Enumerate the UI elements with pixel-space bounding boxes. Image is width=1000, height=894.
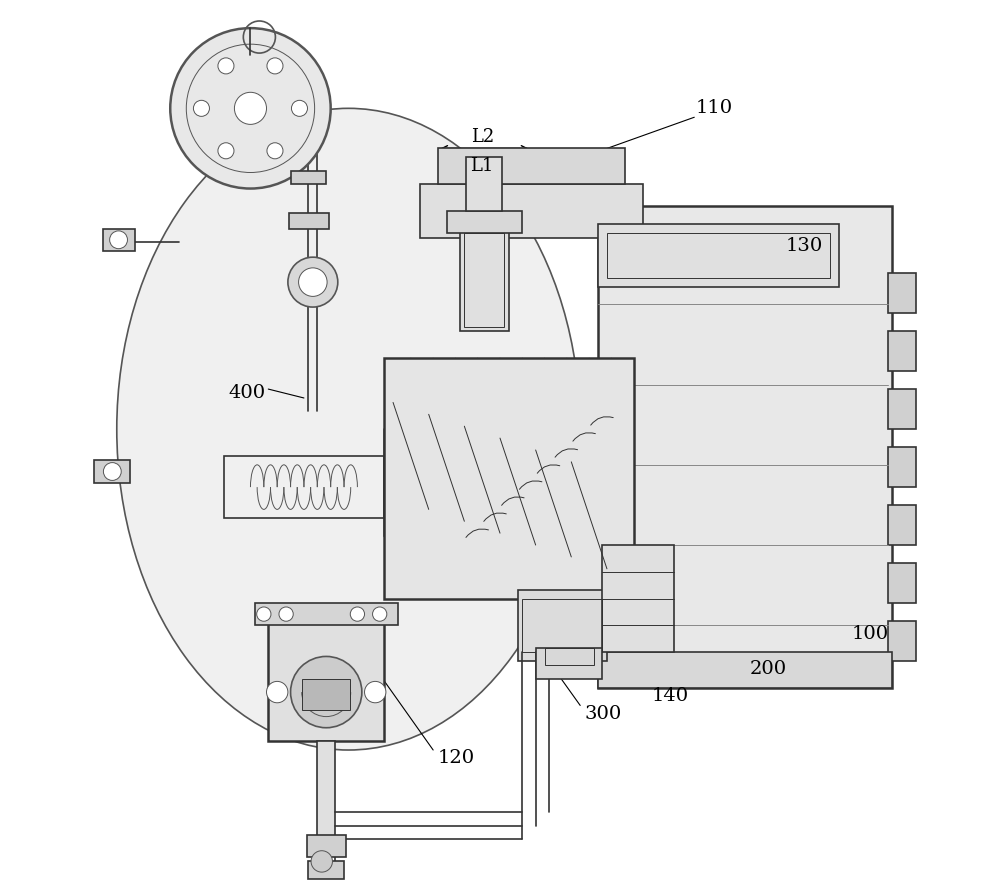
Bar — [598, 652, 892, 687]
Circle shape — [193, 100, 209, 116]
Bar — [607, 233, 830, 278]
Bar — [384, 358, 634, 598]
Circle shape — [267, 58, 283, 74]
Circle shape — [234, 92, 266, 124]
Bar — [464, 233, 504, 326]
Circle shape — [311, 851, 332, 873]
Circle shape — [257, 607, 271, 621]
Bar — [518, 590, 607, 661]
Bar — [420, 184, 643, 238]
Bar — [447, 211, 522, 233]
Text: L1: L1 — [470, 157, 494, 175]
Circle shape — [218, 58, 234, 74]
Circle shape — [365, 681, 386, 703]
Bar — [602, 545, 674, 652]
Text: 110: 110 — [696, 99, 733, 117]
Circle shape — [170, 28, 331, 189]
Bar — [307, 835, 346, 857]
Text: L2: L2 — [471, 128, 494, 146]
Bar — [888, 389, 916, 429]
Bar — [598, 207, 892, 687]
Bar — [438, 148, 625, 184]
Circle shape — [267, 143, 283, 159]
Polygon shape — [384, 393, 616, 581]
Bar — [224, 456, 384, 519]
Bar — [268, 616, 384, 741]
Circle shape — [288, 257, 338, 307]
Bar — [255, 603, 398, 625]
Ellipse shape — [117, 108, 580, 750]
Bar — [888, 505, 916, 545]
Bar — [888, 563, 916, 603]
Bar — [308, 862, 344, 879]
Bar — [598, 224, 839, 287]
Circle shape — [291, 100, 307, 116]
Bar — [289, 213, 329, 229]
Text: 140: 140 — [652, 687, 689, 705]
Bar — [536, 647, 602, 679]
Bar — [545, 647, 594, 665]
Bar — [291, 171, 326, 184]
Circle shape — [350, 607, 365, 621]
Text: 200: 200 — [750, 661, 787, 679]
Text: 120: 120 — [438, 749, 475, 767]
Circle shape — [103, 462, 121, 480]
Bar — [466, 157, 502, 211]
Circle shape — [110, 231, 127, 249]
Bar — [302, 679, 350, 710]
Circle shape — [291, 656, 362, 728]
Bar — [460, 229, 509, 331]
Text: 300: 300 — [585, 704, 622, 723]
Circle shape — [266, 681, 288, 703]
Text: 130: 130 — [785, 237, 822, 255]
Text: 400: 400 — [228, 384, 265, 402]
Bar — [888, 447, 916, 487]
Circle shape — [218, 143, 234, 159]
Bar — [888, 274, 916, 313]
Text: 100: 100 — [852, 625, 889, 643]
Bar — [103, 229, 135, 251]
Bar — [888, 331, 916, 371]
Bar — [94, 460, 130, 483]
Circle shape — [279, 607, 293, 621]
Bar — [522, 598, 602, 652]
Bar — [888, 620, 916, 661]
Bar — [317, 741, 335, 848]
Circle shape — [299, 268, 327, 297]
Circle shape — [373, 607, 387, 621]
